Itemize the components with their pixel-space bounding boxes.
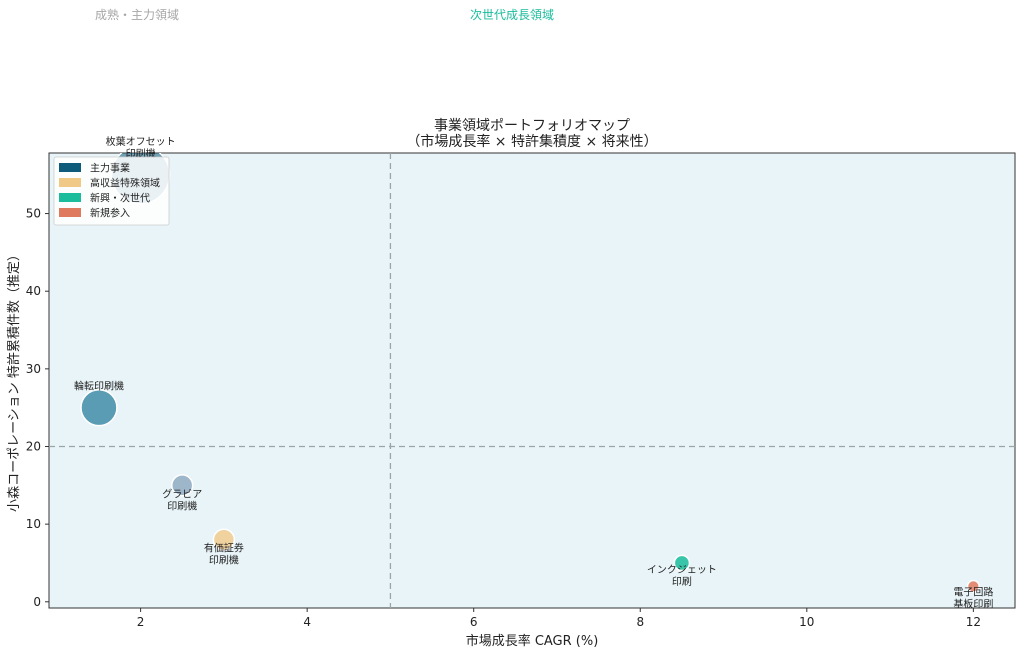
point-label: 枚葉オフセット — [106, 135, 176, 148]
bubble-point[interactable] — [80, 388, 118, 427]
y-tick-label: 40 — [26, 284, 41, 298]
point-label: 印刷機 — [167, 499, 197, 512]
x-tick-label: 8 — [636, 615, 644, 629]
chart-title-line2: （市場成長率 × 特許集積度 × 将来性） — [406, 133, 657, 150]
bubble-point[interactable] — [171, 474, 194, 497]
x-tick-label: 6 — [470, 615, 478, 629]
legend-swatch — [59, 193, 81, 202]
chart-title-line1: 事業領域ポートフォリオマップ — [434, 117, 630, 134]
plot-area — [48, 152, 1016, 609]
point-label: 印刷 — [672, 576, 692, 588]
point-label: 有価証券 — [204, 542, 244, 555]
y-tick-label: 0 — [33, 595, 41, 609]
bubble-point[interactable] — [212, 528, 236, 551]
legend-item-label: 高収益特殊領域 — [90, 177, 160, 190]
point-label: 印刷機 — [209, 554, 239, 567]
legend-box — [53, 156, 170, 226]
legend-swatch — [59, 208, 81, 217]
bubble-point[interactable] — [966, 579, 980, 593]
y-tick-label: 30 — [26, 362, 41, 376]
legend-item-label: 新興・次世代 — [90, 192, 150, 205]
x-tick-label: 10 — [799, 615, 814, 629]
bubble-point[interactable] — [673, 554, 691, 572]
x-tick-label: 4 — [303, 615, 311, 629]
zone-label-mature: 成熟・主力領域 — [95, 8, 180, 22]
legend-item-label: 新規参入 — [90, 207, 130, 220]
y-axis-label: 小森コーポレーション 特許累積件数（推定） — [7, 248, 22, 512]
legend-swatch — [59, 178, 81, 187]
legend-swatch — [59, 163, 81, 172]
x-axis-label: 市場成長率 CAGR (%) — [466, 633, 599, 649]
y-tick-label: 20 — [26, 439, 41, 453]
point-label: 電子回路 — [953, 585, 993, 598]
zone-label-next-gen: 次世代成長領域 — [470, 8, 555, 22]
legend-item-label: 主力事業 — [90, 162, 130, 175]
point-label: 輪転印刷機 — [74, 380, 124, 393]
point-label: インクジェット — [647, 564, 717, 576]
x-tick-label: 12 — [966, 615, 981, 629]
y-tick-label: 10 — [26, 517, 41, 531]
y-tick-label: 50 — [26, 207, 41, 221]
point-label: 基板印刷 — [953, 597, 993, 610]
point-label: グラビア — [162, 487, 202, 500]
x-tick-label: 2 — [137, 615, 145, 629]
